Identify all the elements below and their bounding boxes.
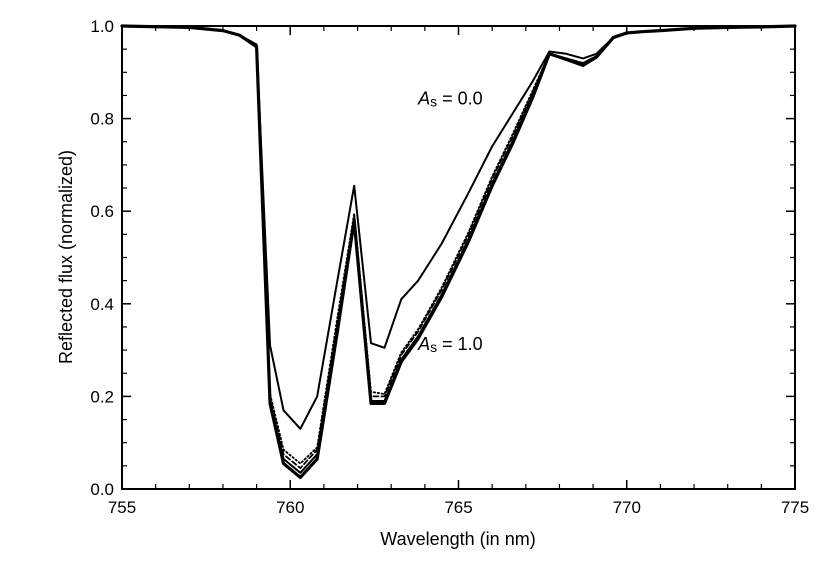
y-tick-label: 0.2	[90, 387, 114, 406]
y-tick-label: 0.8	[90, 110, 114, 129]
x-tick-label: 770	[613, 498, 641, 517]
y-tick-label: 1.0	[90, 17, 114, 36]
x-tick-label: 760	[276, 498, 304, 517]
y-tick-label: 0.0	[90, 480, 114, 499]
y-axis-label: Reflected flux (normalized)	[56, 150, 76, 364]
x-tick-label: 775	[781, 498, 809, 517]
x-axis-label: Wavelength (in nm)	[380, 529, 535, 549]
x-tick-label: 755	[108, 498, 136, 517]
y-tick-label: 0.6	[90, 202, 114, 221]
series-line-5	[120, 24, 797, 480]
series-annotation-2: As = 1.0	[417, 334, 483, 355]
y-tick-label: 0.4	[90, 295, 114, 314]
x-tick-label: 765	[444, 498, 472, 517]
series-annotation-1: As = 0.0	[417, 89, 483, 110]
series-line-1	[121, 25, 796, 430]
